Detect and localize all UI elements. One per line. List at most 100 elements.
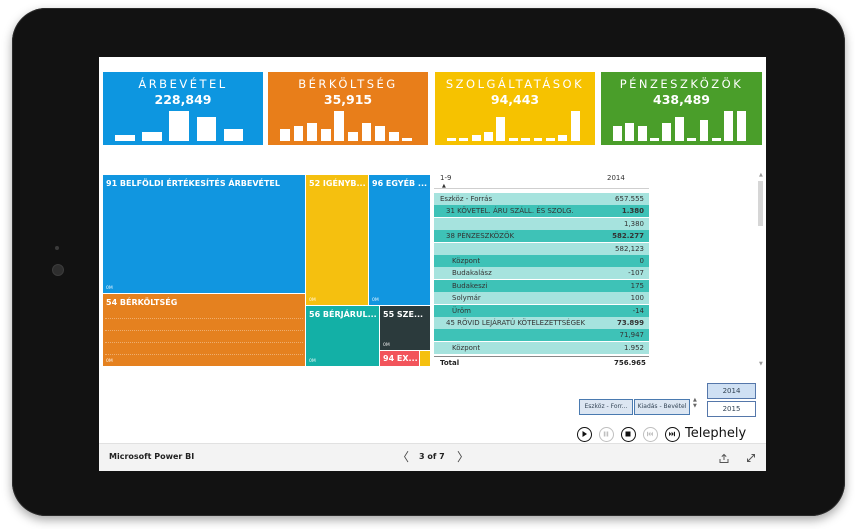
matrix-row[interactable]: Budakeszi 175 bbox=[434, 279, 649, 292]
treemap-tile[interactable]: 55 SZE... 0M bbox=[380, 306, 430, 350]
kpi-value: 228,849 bbox=[154, 92, 212, 107]
kpi-spark-bar bbox=[361, 123, 372, 141]
stop-button[interactable] bbox=[621, 427, 636, 442]
matrix-row-value: 1,380 bbox=[623, 219, 644, 228]
matrix-row-label: Budakalász bbox=[452, 269, 492, 278]
matrix-row-value: 100 bbox=[630, 294, 644, 303]
matrix-row-label: 31 KÖVETEL. ÁRU SZÁLL. ÉS SZOLG. bbox=[446, 207, 574, 216]
treemap-tile[interactable]: 54 BÉRKÖLTSÉG 0M bbox=[103, 294, 305, 366]
matrix-row-label: Budakeszi bbox=[452, 281, 488, 290]
matrix-header-year: 2014 bbox=[607, 174, 625, 182]
kpi-spark-bar bbox=[375, 126, 385, 141]
matrix-row[interactable]: Központ 1.952 bbox=[434, 341, 649, 354]
kpi-spark-bar bbox=[711, 138, 721, 141]
kpi-spark-bar bbox=[496, 117, 506, 141]
kpi-spark-bar bbox=[533, 138, 543, 141]
kpi-spark-bar bbox=[545, 138, 555, 141]
kpi-value: 438,489 bbox=[653, 92, 710, 107]
next-button[interactable] bbox=[665, 427, 680, 442]
treemap-tile[interactable]: 91 BELFÖLDI ÉRTÉKESÍTÉS ÁRBEVÉTEL 0M bbox=[103, 175, 305, 293]
matrix-row-value: 582,123 bbox=[615, 244, 644, 253]
slicer-scroll-icon[interactable]: ▲ ▼ bbox=[693, 397, 697, 409]
scroll-up-icon[interactable]: ▲ bbox=[759, 172, 763, 178]
matrix-row-value: 582.277 bbox=[612, 232, 644, 241]
matrix-row-label: 38 PÉNZESZKÖZÖK bbox=[446, 232, 515, 241]
slicer-chip-eszkoz[interactable]: Eszköz - Forr... bbox=[579, 399, 633, 415]
next-page-button[interactable]: 〉 bbox=[457, 450, 470, 464]
treemap-tile[interactable]: 52 IGÉNYB... 0M bbox=[306, 175, 368, 305]
year-slicer-2014[interactable]: 2014 bbox=[707, 383, 756, 399]
kpi-spark-bar bbox=[687, 138, 697, 141]
kpi-value: 94,443 bbox=[490, 92, 540, 107]
matrix-scrollbar[interactable]: ▲ ▼ bbox=[757, 172, 765, 367]
matrix-row-label: Központ bbox=[452, 257, 481, 265]
matrix-row[interactable]: 582,123 bbox=[434, 242, 649, 255]
kpi-card-arbevetel[interactable]: ÁRBEVÉTEL 228,849 bbox=[103, 72, 263, 145]
prev-page-button[interactable]: 〈 bbox=[397, 450, 410, 464]
matrix-row-value: 657.555 bbox=[615, 195, 644, 203]
treemap-tile-small[interactable] bbox=[420, 351, 430, 366]
matrix-row[interactable]: 45 RÖVID LEJÁRATÚ KÖTELEZETTSÉGEK 73.899 bbox=[434, 317, 649, 329]
treemap-tile-note: 0M bbox=[106, 286, 113, 291]
matrix-row-label: Solymár bbox=[452, 294, 481, 303]
stop-icon bbox=[625, 431, 631, 437]
treemap-tile[interactable]: 96 EGYÉB ... 0M bbox=[369, 175, 430, 305]
kpi-sparkbars bbox=[268, 107, 428, 141]
kpi-spark-bar bbox=[142, 132, 162, 141]
play-button[interactable] bbox=[577, 427, 592, 442]
matrix-row-label: Központ bbox=[452, 343, 481, 352]
sort-up-icon[interactable]: ▲ bbox=[442, 183, 446, 189]
treemap-tile-note: 0M bbox=[372, 298, 379, 303]
treemap-tile-note: 0M bbox=[106, 359, 113, 364]
kpi-spark-bar bbox=[471, 135, 481, 141]
matrix-row-label: 45 RÖVID LEJÁRATÚ KÖTELEZETTSÉGEK bbox=[446, 319, 586, 327]
kpi-spark-bar bbox=[115, 135, 135, 141]
matrix-row[interactable]: 1,380 bbox=[434, 217, 649, 230]
tile-gridline bbox=[105, 354, 303, 355]
matrix-table: 1-9 ▲ 2014 Eszköz - Forrás 657.555 31 KÖVE… bbox=[434, 167, 754, 372]
matrix-row[interactable]: Eszköz - Forrás 657.555 bbox=[434, 193, 649, 205]
treemap-tile[interactable]: 94 EX... bbox=[380, 351, 419, 366]
kpi-sparkbars bbox=[103, 107, 263, 141]
previous-button[interactable] bbox=[643, 427, 658, 442]
treemap-tile-label: 55 SZE... bbox=[383, 310, 424, 319]
pause-button[interactable] bbox=[599, 427, 614, 442]
matrix-row[interactable]: 31 KÖVETEL. ÁRU SZÁLL. ÉS SZOLG. 1.380 bbox=[434, 205, 649, 218]
year-slicer-2015[interactable]: 2015 bbox=[707, 401, 756, 417]
treemap-tile[interactable]: 56 BÉRJÁRUL... 0M bbox=[306, 306, 379, 366]
matrix-row-value: 71,947 bbox=[619, 331, 645, 340]
kpi-card-berkoltseg[interactable]: BÉRKÖLTSÉG 35,915 bbox=[268, 72, 428, 145]
matrix-row-value: -107 bbox=[628, 269, 644, 278]
tile-gridline bbox=[105, 330, 303, 331]
matrix-row[interactable]: Üröm -14 bbox=[434, 304, 649, 317]
camera-lens bbox=[52, 264, 64, 276]
kpi-card-penzeszkozok[interactable]: PÉNZESZKÖZÖK 438,489 bbox=[601, 72, 762, 145]
slicer-chip-kiadas[interactable]: Kiadás - Bevétel bbox=[634, 399, 690, 415]
matrix-row[interactable]: Solymár 100 bbox=[434, 292, 649, 305]
tile-gridline bbox=[105, 318, 303, 319]
matrix-row[interactable]: 38 PÉNZESZKÖZÖK 582.277 bbox=[434, 230, 649, 243]
fullscreen-icon[interactable] bbox=[745, 452, 757, 464]
matrix-row-value: -14 bbox=[632, 306, 644, 315]
kpi-spark-bar bbox=[320, 129, 331, 141]
kpi-spark-bar bbox=[736, 111, 746, 141]
treemap-tile-label: 56 BÉRJÁRUL... bbox=[309, 310, 377, 319]
treemap-tile-note: 0M bbox=[309, 359, 316, 364]
matrix-row[interactable]: Központ 0 bbox=[434, 255, 649, 267]
treemap-tile-note: 0M bbox=[309, 298, 316, 303]
scroll-thumb[interactable] bbox=[758, 181, 763, 226]
kpi-spark-bar bbox=[280, 129, 290, 141]
play-icon bbox=[582, 431, 587, 437]
matrix-row-label: Üröm bbox=[452, 306, 471, 315]
kpi-card-szolgaltatasok[interactable]: SZOLGÁLTATÁSOK 94,443 bbox=[435, 72, 595, 145]
matrix-row[interactable]: 71,947 bbox=[434, 329, 649, 342]
matrix-row[interactable]: Budakalász -107 bbox=[434, 267, 649, 280]
share-icon[interactable] bbox=[718, 452, 730, 464]
kpi-spark-bar bbox=[570, 111, 580, 141]
playback-field-label: Telephely bbox=[685, 426, 747, 441]
kpi-title: ÁRBEVÉTEL bbox=[138, 77, 228, 91]
scroll-down-icon[interactable]: ▼ bbox=[759, 361, 763, 367]
kpi-spark-bar bbox=[293, 126, 304, 141]
kpi-spark-bar bbox=[223, 129, 244, 141]
matrix-total-value: 756.965 bbox=[614, 359, 646, 367]
